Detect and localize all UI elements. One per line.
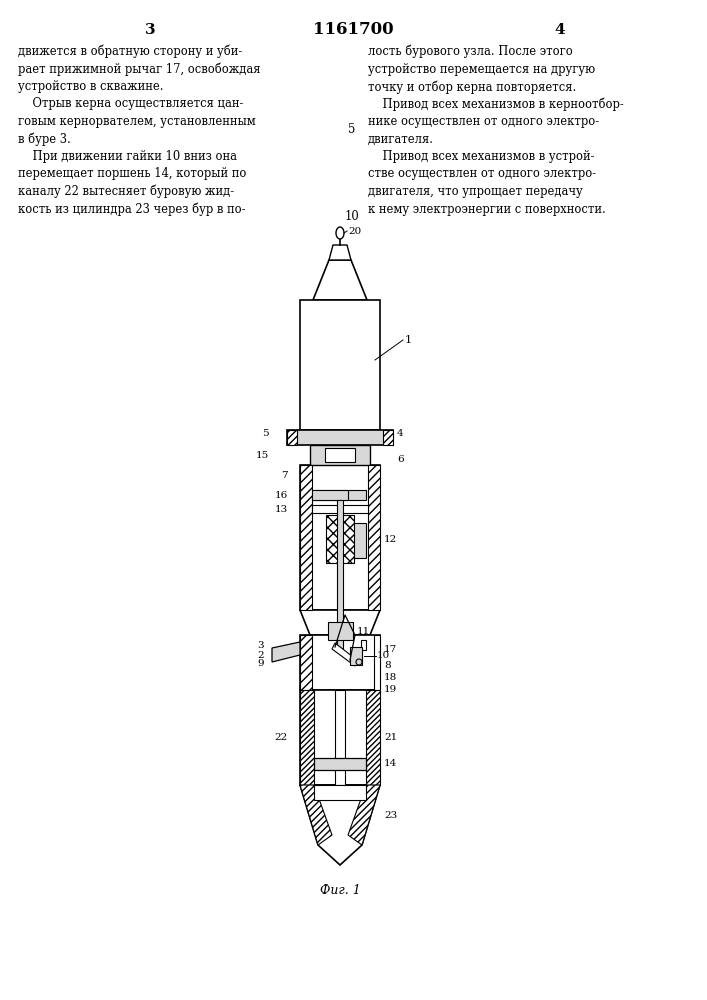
Text: 5: 5 [262, 428, 269, 438]
Text: 12: 12 [384, 536, 397, 544]
Polygon shape [300, 785, 332, 845]
Text: 4: 4 [555, 23, 566, 37]
Bar [314, 785, 366, 800]
Bar [300, 465, 380, 610]
Text: 19: 19 [384, 686, 397, 694]
Bar [328, 622, 353, 640]
Text: 16: 16 [275, 490, 288, 499]
Text: 9: 9 [257, 660, 264, 668]
Text: каналу 22 вытесняет буровую жид-: каналу 22 вытесняет буровую жид- [18, 185, 234, 198]
Text: 1: 1 [405, 335, 412, 345]
Text: 3: 3 [257, 642, 264, 650]
Polygon shape [300, 785, 380, 865]
Text: При движении гайки 10 вниз она: При движении гайки 10 вниз она [18, 150, 237, 163]
Bar [335, 690, 345, 785]
Text: говым кернорвателем, установленным: говым кернорвателем, установленным [18, 115, 256, 128]
Text: Привод всех механизмов в керноотбор-: Привод всех механизмов в керноотбор- [368, 98, 624, 111]
Text: двигателя, что упрощает передачу: двигателя, что упрощает передачу [368, 185, 583, 198]
Text: рает прижимной рычаг 17, освобождая: рает прижимной рычаг 17, освобождая [18, 62, 260, 76]
Bar [300, 690, 380, 785]
Polygon shape [313, 260, 367, 300]
Text: 8: 8 [384, 660, 391, 670]
Text: 7: 7 [281, 471, 288, 480]
Bar [314, 758, 366, 770]
Bar [325, 448, 355, 462]
Bar [344, 523, 366, 558]
Ellipse shape [356, 659, 362, 665]
Polygon shape [348, 785, 380, 845]
Bar [374, 635, 380, 690]
Ellipse shape [336, 227, 344, 239]
Bar [300, 465, 312, 610]
Bar [287, 430, 393, 445]
Bar [300, 300, 380, 430]
Bar [366, 690, 380, 785]
Bar [326, 515, 354, 563]
Bar [312, 505, 368, 513]
Bar [300, 635, 380, 690]
Text: лость бурового узла. После этого: лость бурового узла. После этого [368, 45, 573, 58]
Text: устройство в скважине.: устройство в скважине. [18, 80, 163, 93]
Text: 3: 3 [145, 23, 156, 37]
Text: Фиг. 1: Фиг. 1 [320, 884, 361, 896]
Text: 20: 20 [348, 227, 361, 235]
Polygon shape [300, 610, 380, 635]
Text: 21: 21 [384, 734, 397, 742]
Bar [312, 490, 348, 500]
Text: стве осуществлен от одного электро-: стве осуществлен от одного электро- [368, 167, 596, 180]
Text: 11: 11 [357, 626, 370, 636]
Text: 22: 22 [275, 734, 288, 742]
Text: кость из цилиндра 23 через бур в по-: кость из цилиндра 23 через бур в по- [18, 202, 245, 216]
Bar [300, 690, 314, 785]
Text: 14: 14 [384, 760, 397, 768]
Polygon shape [329, 245, 351, 260]
Text: 5: 5 [349, 123, 356, 136]
Text: 10: 10 [344, 211, 359, 224]
Text: движется в обратную сторону и уби-: движется в обратную сторону и уби- [18, 45, 243, 58]
Text: 6: 6 [397, 456, 404, 464]
Text: 2: 2 [257, 650, 264, 660]
Bar [314, 490, 366, 500]
Bar [310, 445, 370, 465]
Bar [300, 635, 312, 690]
Bar [287, 430, 297, 445]
Bar [383, 430, 393, 445]
Text: к нему электроэнергии с поверхности.: к нему электроэнергии с поверхности. [368, 202, 606, 216]
Text: точку и отбор керна повторяется.: точку и отбор керна повторяется. [368, 80, 576, 94]
Text: перемещает поршень 14, который по: перемещает поршень 14, который по [18, 167, 246, 180]
Text: 4: 4 [397, 428, 404, 438]
Polygon shape [272, 642, 300, 662]
Text: в буре 3.: в буре 3. [18, 132, 71, 146]
Text: устройство перемещается на другую: устройство перемещается на другую [368, 62, 595, 76]
Text: 17: 17 [384, 646, 397, 654]
Text: нике осуществлен от одного электро-: нике осуществлен от одного электро- [368, 115, 599, 128]
Text: 15: 15 [256, 450, 269, 460]
Text: 18: 18 [384, 674, 397, 682]
Polygon shape [332, 643, 357, 666]
Text: Привод всех механизмов в устрой-: Привод всех механизмов в устрой- [368, 150, 595, 163]
Bar [368, 465, 380, 610]
Text: 13: 13 [275, 504, 288, 514]
Text: Отрыв керна осуществляется цан-: Отрыв керна осуществляется цан- [18, 98, 243, 110]
Bar [337, 500, 343, 650]
Text: 10: 10 [377, 652, 390, 660]
Text: 1161700: 1161700 [312, 21, 393, 38]
Text: 23: 23 [384, 810, 397, 820]
Bar [361, 640, 366, 650]
Bar [350, 647, 362, 665]
Text: двигателя.: двигателя. [368, 132, 434, 145]
